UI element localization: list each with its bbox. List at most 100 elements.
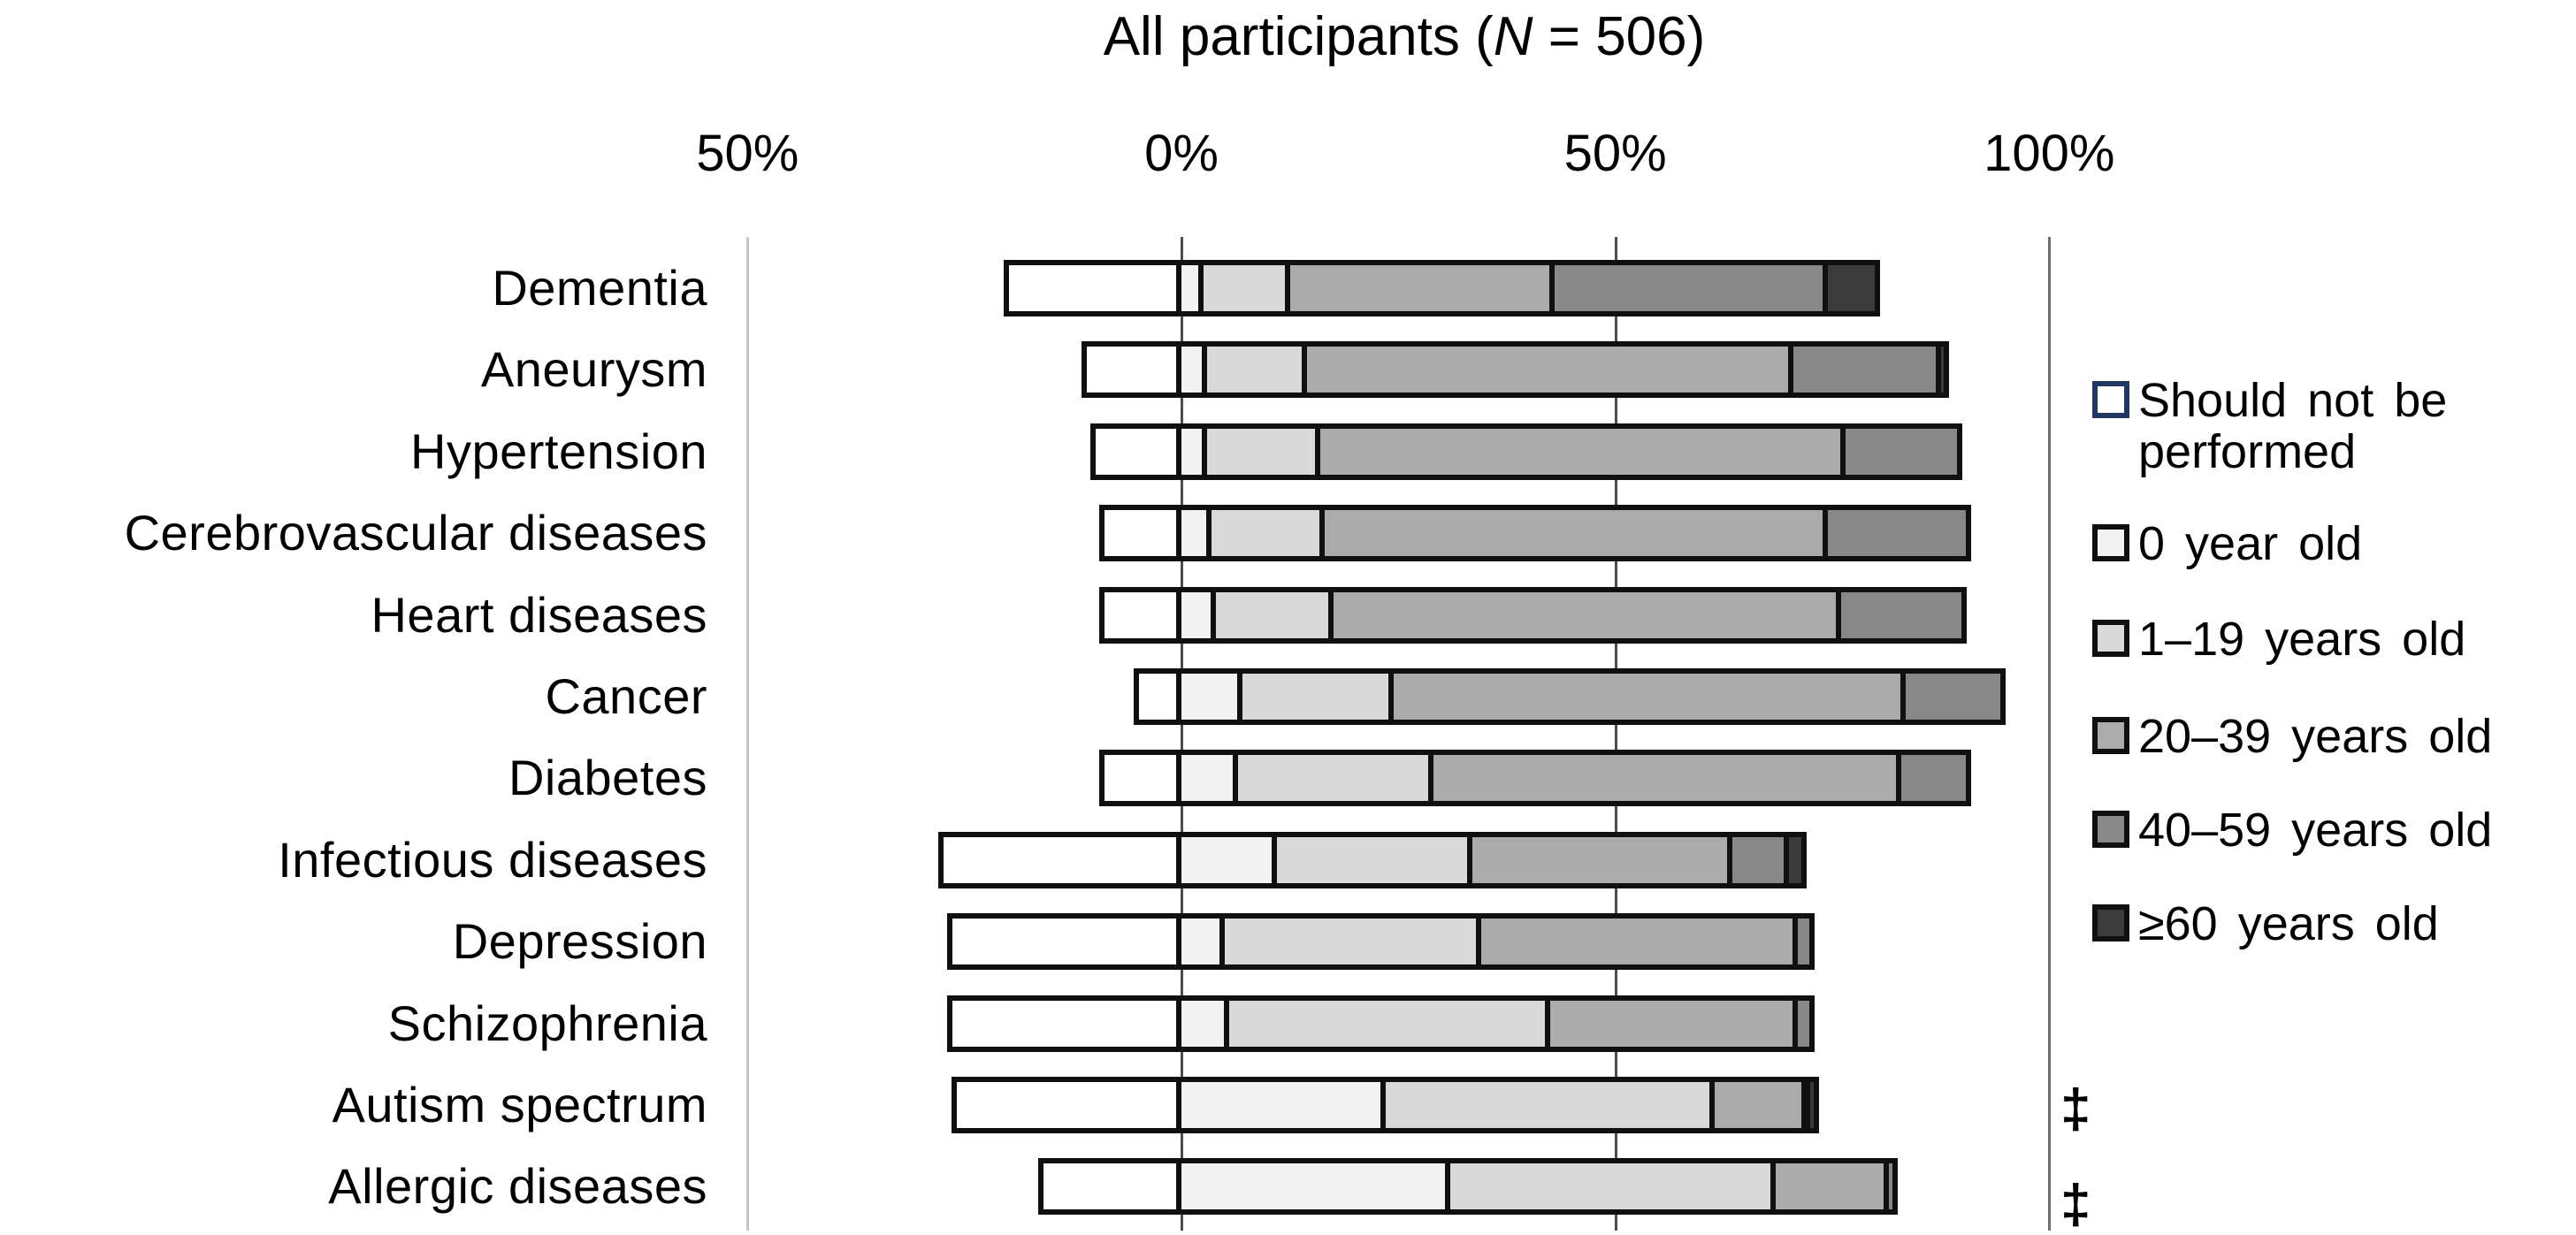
bar-segment [1896,750,1971,807]
bar-segment [1427,750,1902,807]
bar-segment [1197,260,1290,316]
bar-row [0,750,2576,807]
legend-swatch-icon [2092,717,2129,754]
legend-label-line: 20–39 years old [2138,710,2493,763]
legend-label-line: 0 year old [2138,517,2363,570]
bar-segment [1315,423,1846,480]
legend-entry: 1–19 years old [2092,614,2465,665]
bar-segment [1445,1158,1777,1216]
bar-segment [1475,913,1798,971]
bar-segment [1823,260,1880,316]
category-label: Depression [452,913,707,970]
chart-title: All participants (N = 506) [753,5,2055,68]
legend-label: 20–39 years old [2138,711,2492,762]
bar-segment [1302,341,1793,399]
bar-segment [1327,586,1841,644]
chart-title-prefix: All participants ( [1103,6,1494,67]
x-axis-tick-label: 0% [1144,125,1219,182]
bar-segment [1206,505,1325,562]
bar-segment [1176,831,1277,888]
legend-label: 1–19 years old [2138,614,2465,665]
category-label: Heart diseases [371,586,707,643]
x-axis-tick-label: 50% [1563,125,1667,182]
legend-label-line: 1–19 years old [2138,613,2466,666]
x-axis-tick-label: 100% [1984,125,2115,182]
category-label: Dementia [492,260,707,316]
bar-row [0,505,2576,562]
bar-segment [1211,586,1334,644]
bar-row [0,668,2576,725]
bar-row [0,913,2576,971]
gridline [1181,237,1183,1231]
bar-segment [1388,668,1907,725]
legend-swatch-icon [2092,904,2129,941]
bar-row [0,1158,2576,1216]
bar-segment [1232,750,1433,807]
bar-segment [947,913,1181,971]
bar-segment [1236,668,1395,725]
bar-segment [1038,1158,1181,1216]
bar-row [0,995,2576,1052]
category-label: Allergic diseases [328,1158,707,1215]
legend-entry: 0 year old [2092,518,2362,569]
legend-label: 0 year old [2138,518,2362,569]
bar-row [0,586,2576,644]
bar-row [0,831,2576,888]
legend-label: Should not be performed [2138,375,2447,477]
bar-row [0,423,2576,480]
legend-swatch-icon [2092,620,2129,657]
category-label: Autism spectrum [332,1077,707,1132]
bar-segment [1176,1077,1386,1133]
bar-row [0,341,2576,399]
category-label: Schizophrenia [387,995,707,1051]
bar-segment [1098,586,1181,644]
bar-segment [1176,913,1226,971]
bar-segment [1098,750,1181,807]
bar-segment [1709,1077,1807,1133]
legend-entry: 20–39 years old [2092,711,2492,762]
bar-segment [1176,668,1242,725]
bar-segment [951,1077,1181,1133]
bar-segment [1202,423,1320,480]
legend-label: 40–59 years old [2138,804,2492,856]
bar-segment [947,995,1181,1052]
bar-segment [1883,1158,1898,1216]
chart-title-n: N [1493,6,1533,67]
category-label: Diabetes [508,750,707,806]
bar-segment [1835,586,1968,644]
bar-segment [1202,341,1308,399]
bar-segment [1176,995,1229,1052]
bar-segment [1176,750,1238,807]
legend-label-line: ≥60 years old [2138,897,2439,950]
legend-label-line: Should not be [2138,374,2448,427]
bar-segment [1223,995,1551,1052]
legend-entry: 40–59 years old [2092,804,2492,856]
legend-label-line: 40–59 years old [2138,804,2493,857]
bar-segment [1727,831,1789,888]
bar-segment [1319,505,1829,562]
bar-segment [1380,1077,1716,1133]
category-label: Aneurysm [480,341,707,398]
bar-segment [1900,668,2007,725]
gridline [1614,237,1617,1231]
gridline [746,237,750,1231]
bar-segment [1098,505,1181,562]
dagger-annotation: ‡ [2060,1079,2091,1140]
legend-swatch-icon [2092,381,2129,418]
bar-segment [1089,423,1181,480]
legend-label-line: performed [2138,425,2357,478]
bar-segment [1271,831,1472,888]
chart-title-suffix: = 506) [1533,6,1706,67]
bar-segment [1082,341,1181,399]
dagger-annotation: ‡ [2060,1174,2091,1235]
bar-segment [1839,423,1963,480]
bar-row [0,1077,2576,1133]
category-label: Hypertension [410,423,707,479]
bar-segment [1003,260,1181,316]
legend-swatch-icon [2092,524,2129,561]
gridline [2048,237,2052,1231]
legend-entry: ≥60 years old [2092,898,2439,949]
x-axis-tick-label: 50% [696,125,799,182]
legend-swatch-icon [2092,811,2129,848]
